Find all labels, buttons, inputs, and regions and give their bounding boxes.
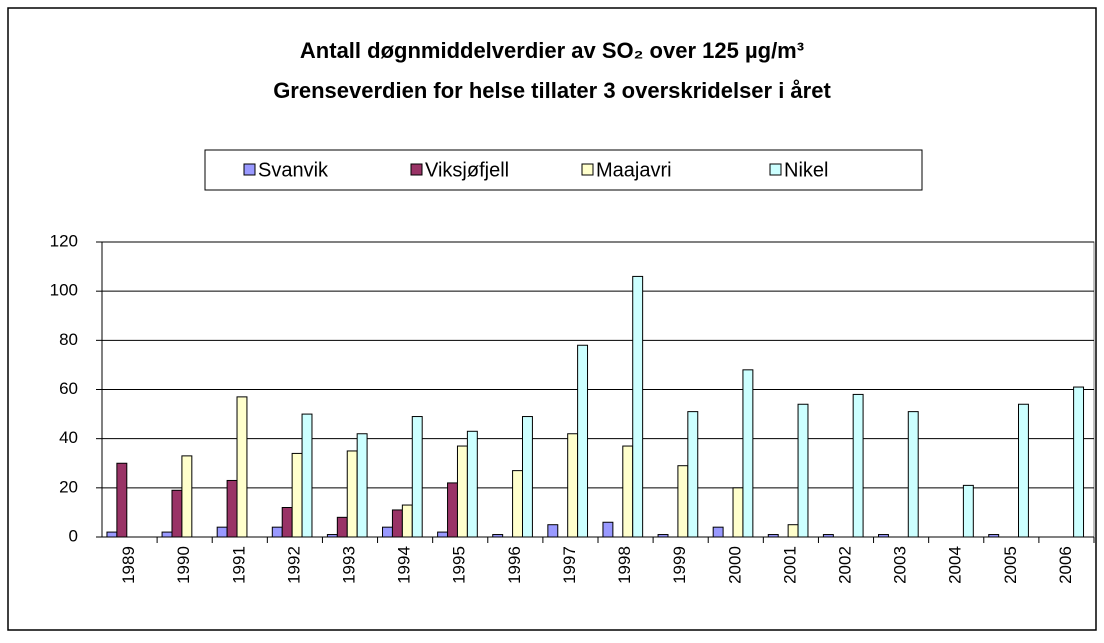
bar (712, 526, 724, 538)
legend-label: Nikel (784, 159, 828, 181)
bar (281, 507, 293, 538)
x-tick-label: 2001 (780, 546, 799, 584)
bar (466, 430, 478, 538)
y-tick-label: 20 (59, 477, 78, 496)
bar (326, 534, 338, 538)
x-tick-label: 1992 (284, 546, 303, 584)
y-tick-label: 100 (50, 281, 78, 300)
bar (106, 531, 118, 538)
bar (401, 504, 413, 538)
bar (797, 403, 809, 538)
legend-label: Maajavri (596, 159, 672, 181)
x-tick-label: 1997 (560, 546, 579, 584)
y-tick-label: 80 (59, 330, 78, 349)
bar (301, 413, 313, 538)
bar (382, 526, 393, 538)
y-tick-label: 40 (59, 428, 78, 447)
bar (271, 526, 283, 538)
bar (767, 534, 779, 538)
bar (567, 433, 579, 538)
bar (456, 445, 468, 538)
y-tick-label: 120 (50, 231, 78, 250)
bar (492, 534, 504, 538)
bar (577, 344, 589, 538)
bar (512, 470, 523, 538)
bar (907, 411, 919, 538)
x-tick-label: 1998 (615, 546, 634, 584)
bar (236, 396, 248, 538)
x-tick-label: 1993 (339, 546, 358, 584)
bar (657, 534, 669, 538)
bar (336, 516, 348, 538)
x-tick-label: 2005 (1001, 546, 1020, 584)
bar (732, 487, 744, 538)
bar (622, 445, 634, 538)
bar (181, 455, 193, 538)
x-tick-label: 2000 (725, 546, 744, 584)
bar (962, 484, 974, 538)
x-tick-label: 1996 (505, 546, 524, 584)
x-tick-label: 2004 (946, 546, 965, 584)
legend-swatch (769, 163, 782, 176)
x-tick-label: 2003 (891, 546, 910, 584)
bar (852, 393, 864, 538)
bar (878, 534, 889, 538)
bar (116, 462, 128, 538)
x-tick-label: 1999 (670, 546, 689, 584)
bar (391, 509, 403, 538)
bar (216, 526, 228, 538)
bar (291, 452, 303, 538)
legend-swatch (581, 163, 594, 176)
bar (1073, 386, 1085, 538)
x-tick-label: 2002 (835, 546, 854, 584)
bar (602, 521, 614, 538)
legend-label: Svanvik (258, 159, 329, 181)
bar (411, 416, 423, 538)
x-tick-label: 1994 (395, 546, 414, 584)
bar (437, 531, 449, 538)
x-tick-label: 1991 (229, 546, 248, 584)
bar (742, 369, 754, 538)
bar (521, 416, 533, 538)
bar (1017, 403, 1029, 538)
bar (988, 534, 1000, 538)
bar (346, 450, 358, 538)
legend-label: Viksjøfjell (425, 159, 509, 181)
bar (161, 531, 173, 538)
bar (677, 465, 689, 538)
y-tick-label: 0 (69, 526, 78, 545)
legend-box (204, 149, 923, 191)
bar (356, 433, 368, 538)
legend-swatch (410, 163, 423, 176)
chart-title: Antall døgnmiddelverdier av SO₂ over 125… (300, 38, 804, 63)
x-tick-label: 1990 (174, 546, 193, 584)
y-tick-label: 60 (59, 379, 78, 398)
x-tick-label: 2006 (1056, 546, 1075, 584)
bar (447, 482, 458, 538)
bar (171, 489, 183, 538)
bar (547, 524, 559, 538)
bar (687, 411, 699, 538)
bar (226, 479, 238, 538)
bar (822, 534, 834, 538)
chart-subtitle: Grenseverdien for helse tillater 3 overs… (273, 78, 831, 103)
legend-swatch (243, 163, 256, 176)
x-tick-label: 1995 (450, 546, 469, 584)
bar (787, 524, 799, 538)
bar (632, 275, 644, 538)
x-tick-label: 1989 (119, 546, 138, 584)
